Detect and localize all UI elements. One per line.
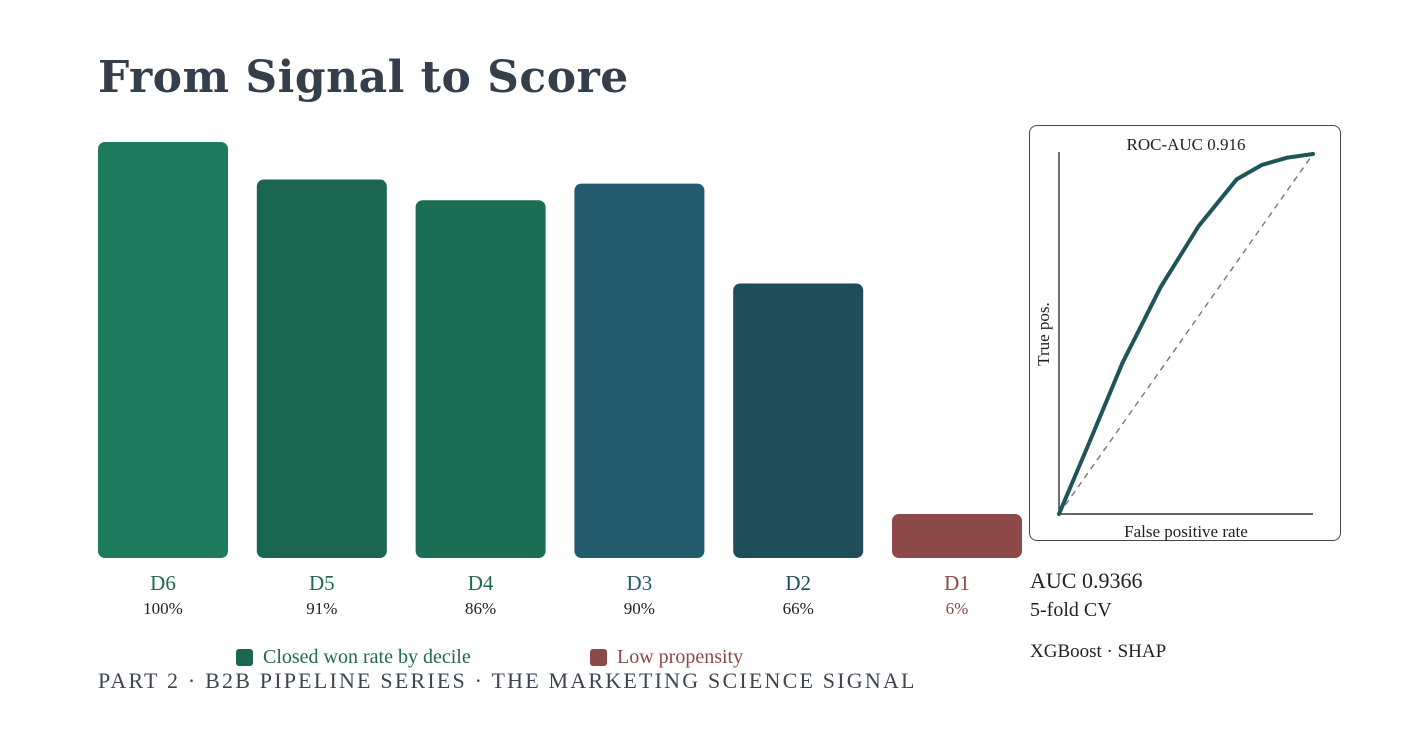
legend-label-closed-won: Closed won rate by decile [263, 646, 471, 668]
legend-swatch-low-propensity [590, 649, 607, 666]
roc-chart-panel: ROC-AUC 0.916 True pos. False positive r… [1029, 125, 1341, 541]
bar-d6 [98, 142, 228, 558]
roc-chart [1057, 152, 1315, 516]
bar-value-label: 100% [143, 599, 183, 618]
cv-stat: 5-fold CV [1030, 599, 1112, 621]
slide-footer: PART 2 · B2B PIPELINE SERIES · THE MARKE… [98, 668, 917, 693]
model-stat: XGBoost · SHAP [1030, 641, 1167, 662]
bar-category-label: D2 [785, 571, 812, 595]
legend-item-low-propensity: Low propensity [590, 646, 743, 669]
bar-category-label: D6 [150, 571, 176, 595]
bar-d1 [892, 514, 1022, 558]
legend-item-closed-won: Closed won rate by decile [236, 646, 471, 669]
legend-label-low-propensity: Low propensity [617, 646, 744, 668]
slide-title: From Signal to Score [98, 52, 629, 103]
bar-d5 [256, 179, 387, 558]
bar-category-label: D4 [467, 571, 494, 595]
bar-d4 [415, 200, 546, 559]
bar-category-label: D5 [308, 571, 335, 595]
bar-value-label: 66% [782, 599, 814, 618]
decile-bar-chart [98, 142, 1022, 559]
bar-value-label: 91% [306, 599, 338, 618]
bar-category-label: D3 [626, 571, 653, 595]
roc-x-axis-label: False positive rate [1124, 522, 1248, 541]
roc-y-axis-label: True pos. [1034, 302, 1053, 366]
roc-title: ROC-AUC 0.916 [1126, 135, 1246, 154]
bar-value-label: 86% [465, 599, 497, 618]
roc-chance-line [1058, 153, 1314, 515]
roc-curve [1057, 152, 1315, 516]
bar-d3 [574, 183, 705, 558]
bar-value-label: 6% [945, 599, 969, 618]
legend-swatch-closed-won [236, 649, 253, 666]
bar-value-label: 90% [623, 599, 655, 618]
auc-stat: AUC 0.9366 [1030, 568, 1143, 593]
bar-d2 [733, 283, 864, 558]
bar-category-label: D1 [944, 571, 970, 595]
